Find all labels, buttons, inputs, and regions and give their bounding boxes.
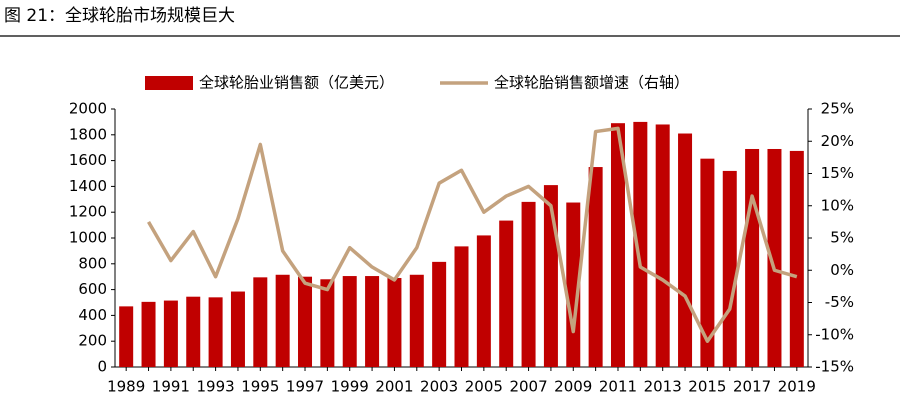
bar (119, 306, 134, 367)
y-tick-label: 400 (78, 306, 107, 324)
x-tick-label: 2001 (375, 378, 413, 396)
bar (253, 277, 268, 367)
legend-label: 全球轮胎业销售额（亿美元） (199, 74, 394, 92)
x-tick-label: 2003 (420, 378, 458, 396)
x-tick-label: 1999 (331, 378, 369, 396)
bar (566, 202, 581, 367)
y-tick-label: 200 (78, 332, 107, 350)
x-tick-label: 2015 (688, 378, 726, 396)
y2-tick-label: 20% (821, 132, 854, 150)
y-tick-label: 1800 (69, 125, 107, 143)
y-tick-label: 800 (78, 254, 107, 272)
chart-title: 图 21：全球轮胎市场规模巨大 (4, 6, 235, 26)
y-tick-label: 0 (97, 358, 107, 376)
y2-tick-label: -10% (815, 325, 854, 343)
legend-swatch (145, 76, 193, 90)
bar (588, 167, 603, 367)
y2-tick-label: 25% (821, 100, 854, 118)
line (147, 126, 798, 343)
x-tick-label: 1993 (197, 378, 235, 396)
bar (230, 291, 245, 367)
y-tick-label: 1000 (69, 229, 107, 247)
bar (633, 121, 648, 368)
bar (208, 297, 223, 367)
bar (141, 301, 156, 367)
bar (745, 148, 760, 367)
x-tick-label: 1989 (107, 378, 145, 396)
y2-tick-label: 0% (830, 261, 854, 279)
x-tick-label: 1991 (152, 378, 190, 396)
bar (365, 276, 380, 367)
bar (387, 277, 402, 367)
y2-tick-label: 10% (821, 196, 854, 214)
bar (342, 276, 357, 367)
bar (678, 133, 693, 367)
x-tick-label: 1997 (286, 378, 324, 396)
x-tick-label: 2007 (509, 378, 547, 396)
y-tick-label: 2000 (69, 100, 107, 118)
y2-tick-label: -5% (825, 293, 854, 311)
bar (767, 148, 782, 367)
bar (454, 246, 469, 367)
bar (275, 274, 290, 367)
x-tick-label: 1995 (241, 378, 279, 396)
bar (700, 158, 715, 367)
bar (320, 279, 335, 367)
bar (499, 220, 514, 367)
bar (409, 274, 424, 367)
y-tick-label: 600 (78, 280, 107, 298)
x-tick-label: 2005 (465, 378, 503, 396)
y-tick-label: 1400 (69, 177, 107, 195)
bar (655, 124, 670, 367)
bar (610, 123, 625, 367)
x-tick-label: 2017 (733, 378, 771, 396)
x-tick-label: 2019 (778, 378, 816, 396)
bar (476, 235, 491, 367)
bar (186, 296, 201, 367)
y-tick-label: 1600 (69, 151, 107, 169)
legend-label: 全球轮胎销售额增速（右轴） (494, 74, 689, 92)
bar (298, 276, 313, 367)
x-tick-label: 2009 (554, 378, 592, 396)
bar (521, 201, 536, 367)
bar (789, 150, 804, 367)
bar (432, 261, 447, 367)
y2-tick-label: -15% (815, 358, 854, 376)
y2-tick-label: 5% (830, 229, 854, 247)
bar (722, 170, 737, 367)
y2-tick-label: 15% (821, 164, 854, 182)
bar (163, 300, 178, 367)
y-tick-label: 1200 (69, 203, 107, 221)
x-tick-label: 2011 (599, 378, 637, 396)
x-tick-label: 2013 (644, 378, 682, 396)
